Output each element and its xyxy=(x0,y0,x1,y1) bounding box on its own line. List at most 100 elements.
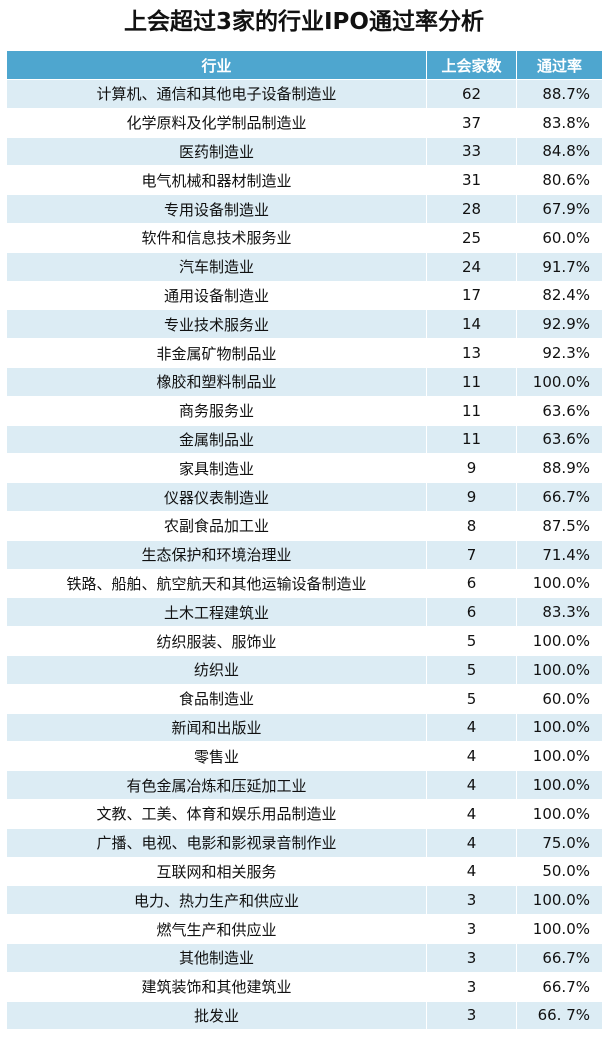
table-row: 生态保护和环境治理业 7 71.4% xyxy=(6,539,603,570)
table-cell: 6 xyxy=(426,597,517,628)
table-cell: 5 xyxy=(426,683,517,714)
table-cell: 100.0% xyxy=(516,798,603,829)
table-cell: 28 xyxy=(426,194,517,224)
table-cell: 33 xyxy=(426,136,517,167)
table-cell: 其他制造业 xyxy=(6,942,427,973)
table-cell: 4 xyxy=(426,856,517,887)
table-cell: 金属制品业 xyxy=(6,424,427,455)
table-cell: 互联网和相关服务 xyxy=(6,856,427,887)
table-row: 互联网和相关服务 4 50.0% xyxy=(6,856,603,887)
table-body: 计算机、通信和其他电子设备制造业 62 88.7% 化学原料及化学制品制造业 37 83.… xyxy=(6,79,603,1031)
table-row: 文教、工美、体育和娱乐用品制造业 4 100.0% xyxy=(6,798,603,829)
table-cell: 医药制造业 xyxy=(6,136,427,167)
table-cell: 100.0% xyxy=(516,741,603,772)
header-row: 行业 上会家数 通过率 xyxy=(6,50,603,80)
table-cell: 100.0% xyxy=(516,568,603,599)
table-cell: 4 xyxy=(426,827,517,858)
table-cell: 24 xyxy=(426,251,517,282)
table-cell: 31 xyxy=(426,165,517,196)
table-cell: 橡胶和塑料制品业 xyxy=(6,366,427,397)
table-row: 土木工程建筑业 6 83.3% xyxy=(6,597,603,628)
table-row: 商务服务业 11 63.6% xyxy=(6,395,603,426)
table-cell: 4 xyxy=(426,741,517,772)
table-cell: 91.7% xyxy=(516,251,603,282)
table-cell: 化学原料及化学制品制造业 xyxy=(6,107,427,138)
table-cell: 商务服务业 xyxy=(6,395,427,426)
table-cell: 11 xyxy=(426,366,517,397)
table-cell: 82.4% xyxy=(516,280,603,311)
table-row: 燃气生产和供应业 3 100.0% xyxy=(6,914,603,944)
table-cell: 13 xyxy=(426,338,517,368)
table-cell: 3 xyxy=(426,885,517,916)
table-cell: 9 xyxy=(426,482,517,512)
table-cell: 62 xyxy=(426,79,517,109)
table-cell: 60.0% xyxy=(516,683,603,714)
table-cell: 纺织服装、服饰业 xyxy=(6,626,427,656)
table-cell: 计算机、通信和其他电子设备制造业 xyxy=(6,79,427,109)
header-cell: 行业 xyxy=(6,50,427,80)
table-cell: 60.0% xyxy=(516,222,603,253)
table-cell: 100.0% xyxy=(516,770,603,800)
table-row: 电力、热力生产和供应业 3 100.0% xyxy=(6,885,603,916)
table-cell: 100.0% xyxy=(516,366,603,397)
table-cell: 63.6% xyxy=(516,395,603,426)
table-cell: 家具制造业 xyxy=(6,453,427,484)
table-cell: 4 xyxy=(426,712,517,743)
table-cell: 66.7% xyxy=(516,482,603,512)
table-row: 医药制造业 33 84.8% xyxy=(6,136,603,167)
table-cell: 5 xyxy=(426,654,517,685)
table-cell: 75.0% xyxy=(516,827,603,858)
table-row: 铁路、船舶、航空航天和其他运输设备制造业 6 100.0% xyxy=(6,568,603,599)
table-row: 非金属矿物制品业 13 92.3% xyxy=(6,338,603,368)
table-row: 橡胶和塑料制品业 11 100.0% xyxy=(6,366,603,397)
table-cell: 83.8% xyxy=(516,107,603,138)
table-row: 专用设备制造业 28 67.9% xyxy=(6,194,603,224)
table-cell: 9 xyxy=(426,453,517,484)
table-row: 软件和信息技术服务业 25 60.0% xyxy=(6,222,603,253)
table-cell: 66.7% xyxy=(516,942,603,973)
table-cell: 63.6% xyxy=(516,424,603,455)
table-cell: 66. 7% xyxy=(516,1000,603,1031)
table-cell: 专业技术服务业 xyxy=(6,309,427,340)
table-cell: 土木工程建筑业 xyxy=(6,597,427,628)
table-cell: 纺织业 xyxy=(6,654,427,685)
table-cell: 非金属矿物制品业 xyxy=(6,338,427,368)
table-cell: 7 xyxy=(426,539,517,570)
table-row: 家具制造业 9 88.9% xyxy=(6,453,603,484)
table-row: 通用设备制造业 17 82.4% xyxy=(6,280,603,311)
table-cell: 83.3% xyxy=(516,597,603,628)
table-row: 广播、电视、电影和影视录音制作业 4 75.0% xyxy=(6,827,603,858)
table-cell: 100.0% xyxy=(516,654,603,685)
table-row: 纺织服装、服饰业 5 100.0% xyxy=(6,626,603,656)
table-cell: 文教、工美、体育和娱乐用品制造业 xyxy=(6,798,427,829)
table-cell: 4 xyxy=(426,770,517,800)
table-cell: 食品制造业 xyxy=(6,683,427,714)
title: 上会超过3家的行业IPO通过率分析 xyxy=(124,9,484,35)
table-row: 汽车制造业 24 91.7% xyxy=(6,251,603,282)
table-cell: 农副食品加工业 xyxy=(6,510,427,541)
table-cell: 汽车制造业 xyxy=(6,251,427,282)
table-cell: 14 xyxy=(426,309,517,340)
table-cell: 88.9% xyxy=(516,453,603,484)
table-row: 农副食品加工业 8 87.5% xyxy=(6,510,603,541)
table-row: 零售业 4 100.0% xyxy=(6,741,603,772)
table-cell: 84.8% xyxy=(516,136,603,167)
table-cell: 66.7% xyxy=(516,971,603,1002)
table-cell: 软件和信息技术服务业 xyxy=(6,222,427,253)
table-cell: 电力、热力生产和供应业 xyxy=(6,885,427,916)
table-row: 计算机、通信和其他电子设备制造业 62 88.7% xyxy=(6,79,603,109)
table-cell: 92.9% xyxy=(516,309,603,340)
table-cell: 电气机械和器材制造业 xyxy=(6,165,427,196)
table-cell: 100.0% xyxy=(516,914,603,944)
table: 行业 上会家数 通过率 计算机、通信和其他电子设备制造业 62 88.7% 化学原料及化学… xyxy=(6,50,603,1031)
table-cell: 专用设备制造业 xyxy=(6,194,427,224)
table-cell: 通用设备制造业 xyxy=(6,280,427,311)
table-row: 新闻和出版业 4 100.0% xyxy=(6,712,603,743)
table-cell: 50.0% xyxy=(516,856,603,887)
table-cell: 3 xyxy=(426,1000,517,1031)
table-row: 其他制造业 3 66.7% xyxy=(6,942,603,973)
table-row: 批发业 3 66. 7% xyxy=(6,1000,603,1031)
table-row: 仪器仪表制造业 9 66.7% xyxy=(6,482,603,512)
table-cell: 建筑装饰和其他建筑业 xyxy=(6,971,427,1002)
table-cell: 88.7% xyxy=(516,79,603,109)
